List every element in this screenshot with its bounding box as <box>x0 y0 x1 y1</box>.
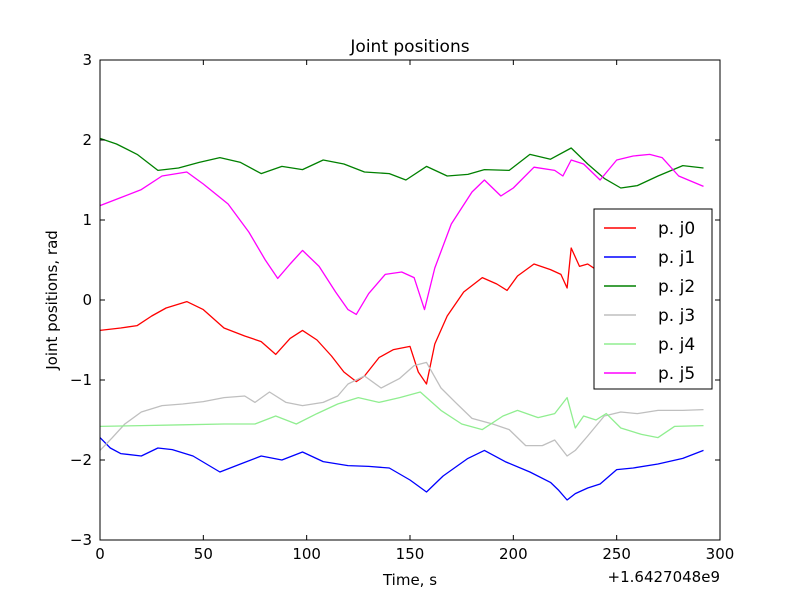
series-line-j5 <box>99 153 704 316</box>
x-axis-offset-label: +1.6427048e9 <box>608 568 720 586</box>
y-tick-label: −3 <box>70 531 92 549</box>
x-tick-label: 250 <box>602 545 631 563</box>
series-line-j4 <box>99 391 704 439</box>
y-axis-title: Joint positions, rad <box>43 230 61 371</box>
y-tick-label: 1 <box>82 211 92 229</box>
legend-label-j2: p. j2 <box>658 277 695 297</box>
legend-label-j5: p. j5 <box>658 364 695 384</box>
legend-box <box>593 208 713 390</box>
x-tick-label: 200 <box>499 545 528 563</box>
legend-label-j1: p. j1 <box>658 248 695 268</box>
chart-title: Joint positions <box>349 37 469 57</box>
series-layer <box>99 137 704 501</box>
y-tick-label: 0 <box>82 291 92 309</box>
legend: p. j0 p. j1 p. j2 p. j3 p. j4 p. j5 <box>593 208 713 390</box>
series-line-j2 <box>99 137 704 189</box>
series-line-j3 <box>99 361 704 457</box>
x-tick-label: 0 <box>95 545 105 563</box>
x-tick-label: 50 <box>194 545 213 563</box>
x-tick-label: 300 <box>706 545 735 563</box>
legend-label-j0: p. j0 <box>658 219 695 239</box>
series-line-j0 <box>99 247 597 385</box>
legend-label-j3: p. j3 <box>658 306 695 326</box>
series-line-j1 <box>99 437 704 501</box>
legend-label-j4: p. j4 <box>658 335 695 355</box>
y-tick-label: 3 <box>82 51 92 69</box>
y-tick-label: −1 <box>70 371 92 389</box>
y-tick-label: −2 <box>70 451 92 469</box>
y-tick-label: 2 <box>82 131 92 149</box>
axis-ticks: 0 50 100 150 200 250 300 −3 −2 −1 0 1 2 3 <box>70 51 734 563</box>
x-tick-label: 100 <box>292 545 321 563</box>
x-tick-label: 150 <box>396 545 425 563</box>
x-axis-title: Time, s <box>382 571 437 589</box>
